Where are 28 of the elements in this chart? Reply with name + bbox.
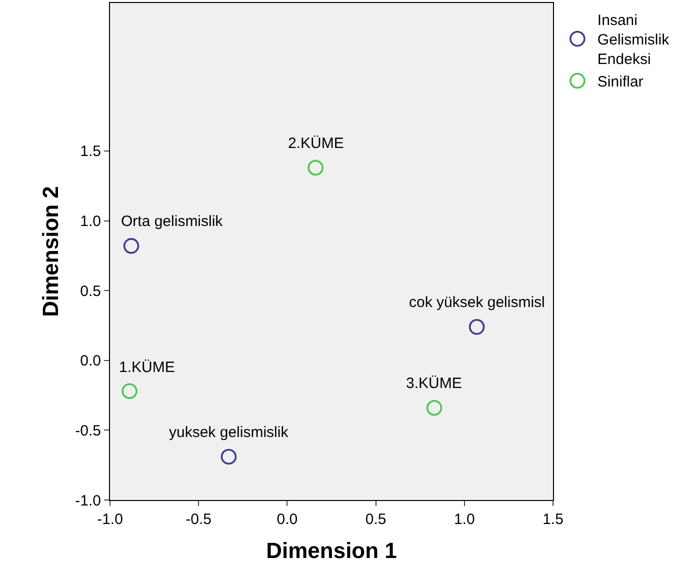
y-axis-title: Dimension 2 [38, 186, 63, 317]
y-tick-label: 1.0 [80, 213, 101, 230]
y-tick-label: -0.5 [75, 422, 101, 440]
point [426, 400, 442, 416]
x-tick-label: 0.5 [365, 511, 386, 528]
point [122, 383, 138, 400]
x-tick-label: 1.0 [454, 511, 475, 528]
annotation: 3.KÜME [406, 375, 462, 392]
annotation: Orta gelismislik [121, 213, 224, 230]
x-tick-label: 1.5 [542, 511, 564, 528]
x-tick-label: -0.5 [186, 511, 212, 528]
point [308, 160, 324, 176]
y-tick-label: 0.0 [80, 352, 101, 370]
x-axis-title: Dimension 1 [266, 538, 397, 563]
x-tick-label: 0.0 [276, 511, 298, 528]
legend-label: Insani Gelismislik Endeksi [597, 12, 670, 68]
point [468, 318, 485, 335]
annotation: yuksek gelismislik [169, 424, 289, 441]
annotation: 1.KÜME [119, 359, 175, 376]
point [220, 448, 237, 465]
y-tick-label: 0.5 [80, 282, 101, 300]
legend-label: Siniflar [597, 74, 644, 91]
y-tick-label: -1.0 [75, 492, 101, 510]
y-tick-label: 1.5 [80, 143, 101, 160]
annotation: 2.KÜME [288, 135, 344, 152]
annotation: cok yüksek gelismisl [409, 294, 545, 311]
point [123, 238, 140, 254]
x-tick-label: -1.0 [97, 511, 123, 528]
